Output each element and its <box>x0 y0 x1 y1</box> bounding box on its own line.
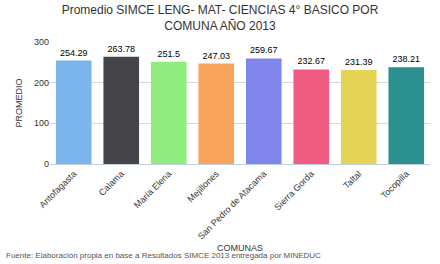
svg-text:Promedio SIMCE LENG- MAT- CIEN: Promedio SIMCE LENG- MAT- CIENCIAS 4° BA… <box>62 3 379 33</box>
svg-text:231.39: 231.39 <box>345 57 373 67</box>
svg-text:Calama: Calama <box>97 169 126 198</box>
svg-text:Mejillones: Mejillones <box>185 168 221 204</box>
svg-text:0: 0 <box>44 159 49 169</box>
svg-text:Sierra Gorda: Sierra Gorda <box>272 169 316 213</box>
svg-text:232.67: 232.67 <box>297 56 325 66</box>
svg-text:254.29: 254.29 <box>60 48 88 58</box>
svg-text:263.78: 263.78 <box>107 44 135 54</box>
svg-text:San Pedro de Atacama: San Pedro de Atacama <box>196 169 269 242</box>
svg-text:Taltal: Taltal <box>341 169 363 191</box>
svg-text:Antofagasta: Antofagasta <box>37 169 78 210</box>
svg-text:238.21: 238.21 <box>392 54 420 64</box>
svg-text:Fuente: Elaboración propia en: Fuente: Elaboración propia en base a Res… <box>6 251 321 260</box>
svg-text:COMUNAS: COMUNAS <box>217 243 263 253</box>
svg-text:Tocopilla: Tocopilla <box>379 169 411 201</box>
svg-text:100: 100 <box>34 118 49 128</box>
svg-text:María Elena: María Elena <box>132 169 173 210</box>
svg-text:PROMEDIO: PROMEDIO <box>14 78 24 127</box>
svg-text:247.03: 247.03 <box>202 51 230 61</box>
svg-text:200: 200 <box>34 78 49 88</box>
svg-text:259.67: 259.67 <box>250 45 278 55</box>
svg-text:251.5: 251.5 <box>157 49 180 59</box>
svg-text:300: 300 <box>34 37 49 47</box>
